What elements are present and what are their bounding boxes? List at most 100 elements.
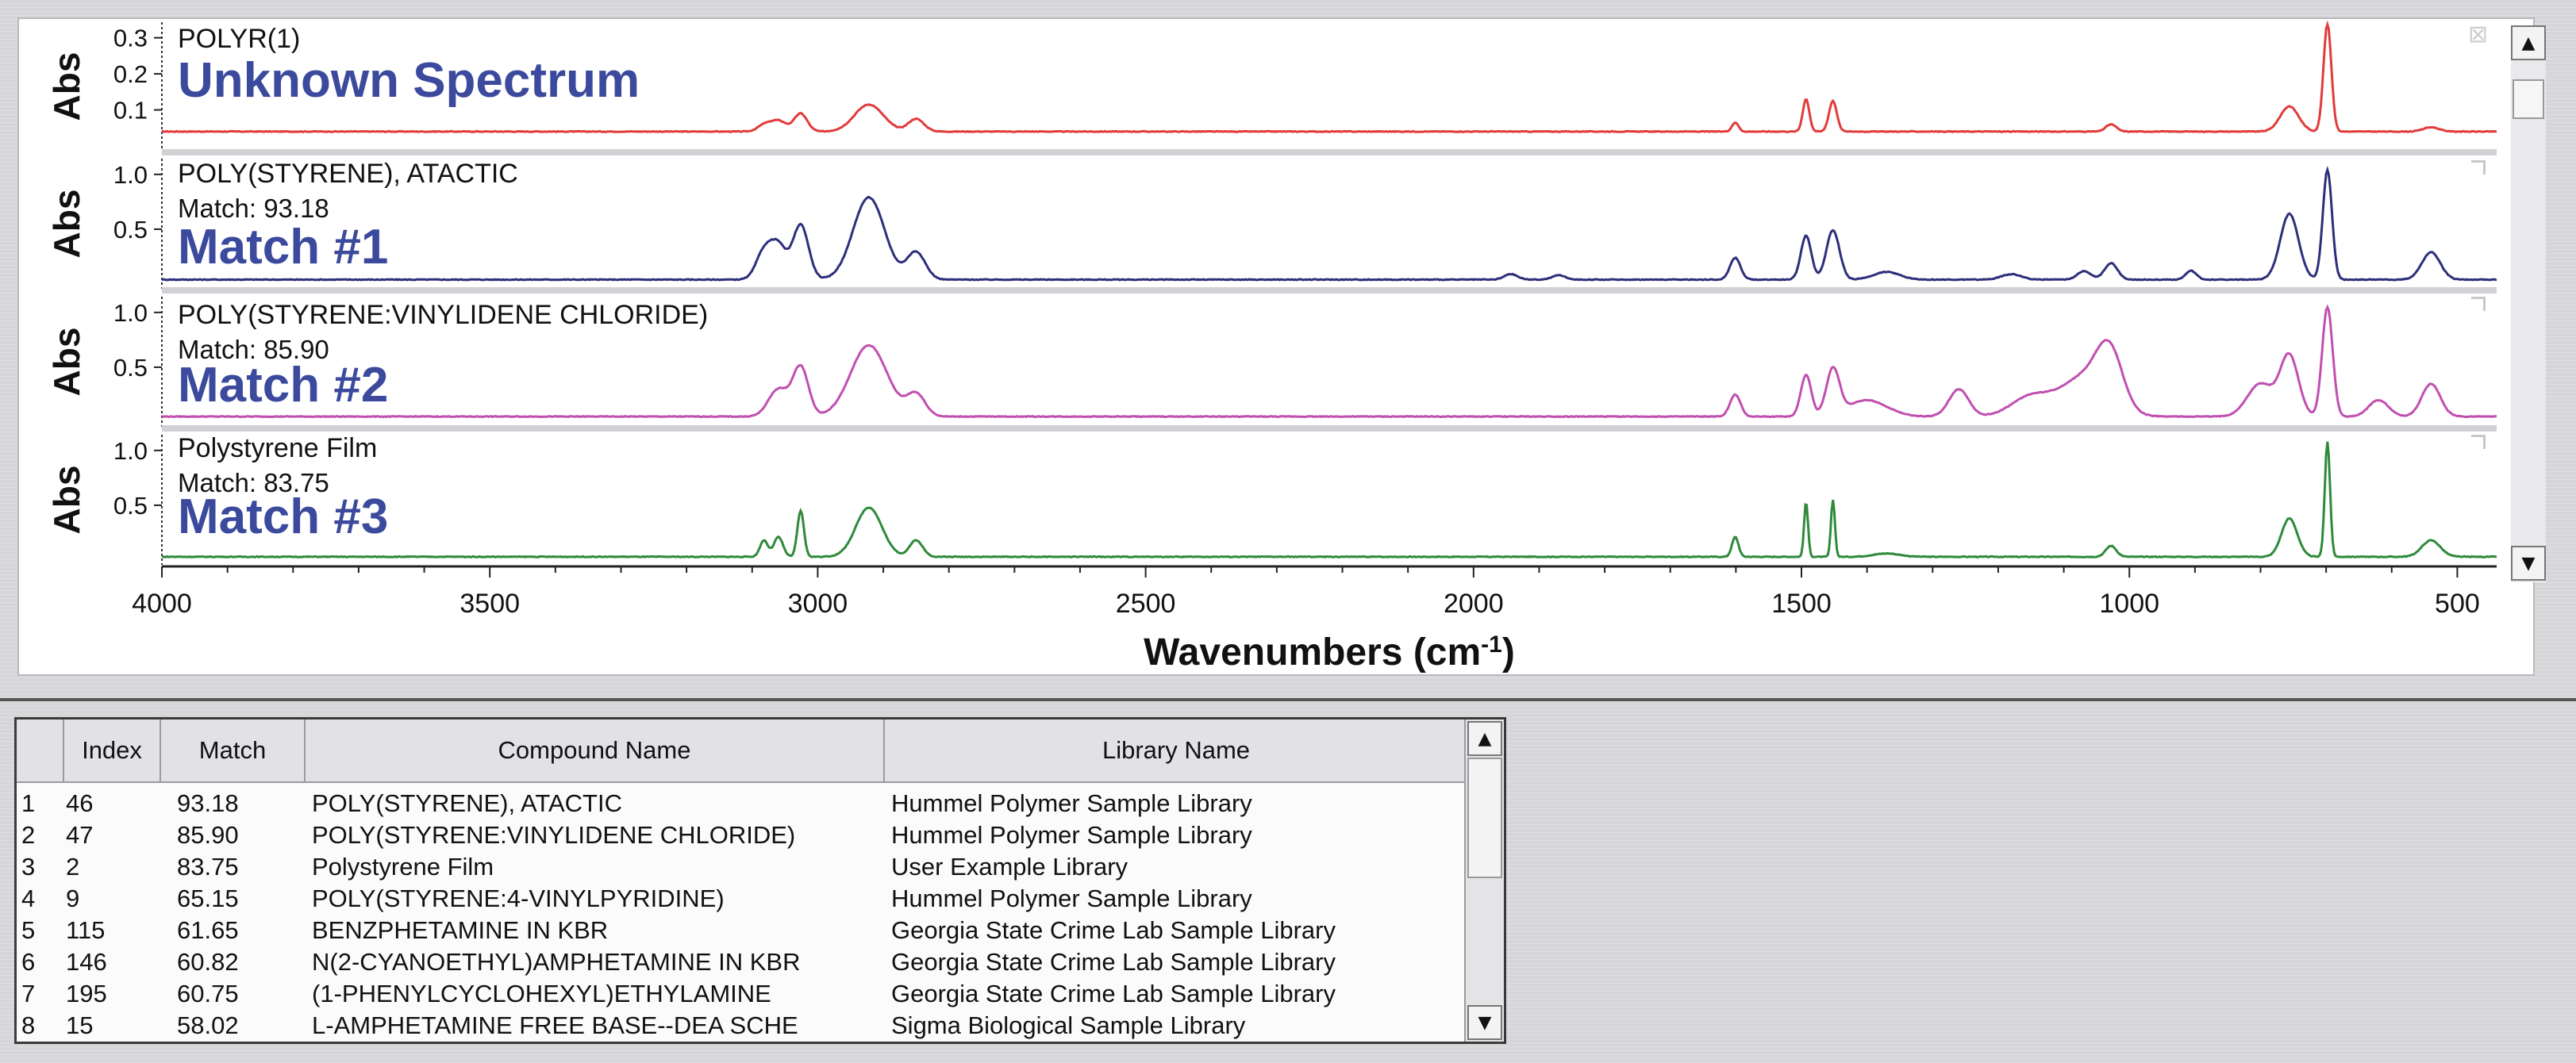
spectrum-title: Unknown Spectrum	[178, 53, 640, 108]
spectrum-line	[161, 304, 2497, 419]
table-scroll-up-button[interactable]: ▲	[1467, 721, 1502, 756]
cell-match: 93.18	[177, 789, 239, 817]
y-tick-label: 0.1	[113, 97, 148, 125]
arrow-down-icon: ▼	[1478, 1012, 1492, 1033]
spectrum-scrollbar-thumb[interactable]	[2513, 79, 2544, 119]
x-axis-label-tail: )	[1502, 631, 1515, 673]
match-score-label: Match: 83.75	[178, 468, 329, 497]
x-axis-label-main: Wavenumbers (cm	[1144, 631, 1481, 673]
spectrum-line	[161, 441, 2497, 559]
scroll-down-button[interactable]: ▼	[2511, 546, 2546, 581]
table-row[interactable]: 2 47 85.90 POLY(STYRENE:VINYLIDENE CHLORIDE…	[17, 819, 1469, 851]
cell-index: 115	[66, 916, 106, 944]
spectrum-scrollbar[interactable]	[2511, 43, 2546, 582]
spectrum-title: Match #1	[178, 220, 388, 274]
y-tick-label: 1.0	[113, 299, 148, 327]
spectrum-line	[161, 165, 2497, 282]
spectrum-title: Match #2	[178, 358, 388, 413]
cell-compound-name: L-AMPHETAMINE FREE BASE--DEA SCHE	[312, 1011, 798, 1039]
cell-index: 146	[66, 948, 107, 976]
table-row[interactable]: 7 195 60.75 (1-PHENYLCYCLOHEXYL)ETHYLAMINE G…	[17, 978, 1469, 1010]
y-tick-label: 1.0	[113, 161, 148, 189]
spectra-chart: 0.3 0.2 0.1 Abs POLYR(1)Unknown Spectrum 1.0 0…	[46, 20, 2497, 673]
cell-row-number: 8	[21, 1011, 36, 1039]
compound-name-label: Polystyrene Film	[178, 433, 377, 463]
header-row-number[interactable]	[17, 720, 64, 783]
cell-row-number: 5	[21, 916, 36, 944]
table-row[interactable]: 4 9 65.15 POLY(STYRENE:4-VINYLPYRIDINE) Humm…	[17, 883, 1469, 915]
cell-compound-name: BENZPHETAMINE IN KBR	[312, 916, 609, 944]
match-score-label: Match: 85.90	[178, 335, 329, 364]
table-row[interactable]: 1 46 93.18 POLY(STYRENE), ATACTIC Hummel Pol…	[17, 788, 1469, 819]
table-scroll-down-button[interactable]: ▼	[1467, 1005, 1502, 1040]
x-tick-label: 2000	[1444, 589, 1504, 619]
x-tick-label: 1000	[2099, 589, 2159, 619]
cell-row-number: 2	[21, 821, 36, 849]
table-row[interactable]: 3 2 83.75 Polystyrene Film User Example Libr…	[17, 851, 1469, 883]
search-results-table: Index Match Compound Name Library Name 1…	[14, 717, 1506, 1044]
cell-library-name: Hummel Polymer Sample Library	[891, 789, 1252, 817]
y-tick-label: 0.3	[113, 25, 148, 52]
match-score-label: Match: 93.18	[178, 194, 329, 223]
y-tick-label: 0.5	[113, 354, 148, 382]
table-row[interactable]: 6 146 60.82 N(2-CYANOETHYL)AMPHETAMINE IN K…	[17, 946, 1469, 978]
cell-compound-name: (1-PHENYLCYCLOHEXYL)ETHYLAMINE	[312, 980, 771, 1007]
compound-name-label: POLYR(1)	[178, 24, 300, 54]
cell-match: 65.15	[177, 885, 239, 912]
close-panel-icon[interactable]: ⊠	[2468, 21, 2489, 48]
header-compound-name[interactable]: Compound Name	[306, 720, 885, 783]
y-axis-label: Abs	[46, 190, 87, 259]
x-tick-label: 3000	[788, 589, 848, 619]
cell-match: 83.75	[177, 853, 239, 881]
spectrum-line	[161, 20, 2497, 133]
cell-index: 47	[66, 821, 94, 849]
cell-library-name: Sigma Biological Sample Library	[891, 1011, 1246, 1039]
x-axis-label: Wavenumbers (cm-1)	[1144, 631, 1515, 673]
cell-library-name: Hummel Polymer Sample Library	[891, 821, 1252, 849]
cell-index: 46	[66, 789, 94, 817]
y-axis-label: Abs	[46, 328, 87, 397]
cell-library-name: Georgia State Crime Lab Sample Library	[891, 916, 1336, 944]
spectrum-panel: 0.3 0.2 0.1 Abs POLYR(1) Unknown Spectrum 1.0 0…	[17, 17, 2546, 676]
cell-compound-name: Polystyrene Film	[312, 853, 494, 881]
pane-splitter[interactable]	[0, 698, 2576, 701]
header-match[interactable]: Match	[161, 720, 306, 783]
cell-library-name: User Example Library	[891, 853, 1128, 881]
panel-separator	[162, 287, 2497, 294]
cell-index: 9	[66, 885, 80, 912]
scroll-up-button[interactable]: ▲	[2511, 25, 2546, 60]
y-tick-label: 0.5	[113, 216, 148, 244]
x-tick-label: 1500	[1771, 589, 1832, 619]
cell-row-number: 7	[21, 980, 36, 1007]
arrow-up-icon: ▲	[2521, 33, 2536, 53]
cell-library-name: Georgia State Crime Lab Sample Library	[891, 980, 1336, 1007]
x-axis-label-superscript: -1	[1481, 631, 1502, 658]
panel-separator	[162, 425, 2497, 432]
panel-corner-marker-icon	[2471, 435, 2486, 449]
y-tick-label: 0.5	[113, 492, 148, 520]
table-row[interactable]: 5 115 61.65 BENZPHETAMINE IN KBR Georgia Sta…	[17, 915, 1469, 946]
y-tick-label: 1.0	[113, 437, 148, 465]
panel-separator	[162, 149, 2497, 155]
cell-row-number: 1	[21, 789, 36, 817]
x-tick-label: 500	[2435, 589, 2480, 619]
cell-compound-name: N(2-CYANOETHYL)AMPHETAMINE IN KBR	[312, 948, 801, 976]
panel-corner-marker-icon	[2471, 297, 2486, 311]
cell-row-number: 6	[21, 948, 36, 976]
header-library-name[interactable]: Library Name	[885, 720, 1469, 783]
compound-name-label: POLY(STYRENE), ATACTIC	[178, 159, 518, 189]
cell-library-name: Georgia State Crime Lab Sample Library	[891, 948, 1336, 976]
cell-index: 2	[66, 853, 80, 881]
y-axis-label: Abs	[46, 466, 87, 535]
cell-match: 61.65	[177, 916, 239, 944]
cell-compound-name: POLY(STYRENE:4-VINYLPYRIDINE)	[312, 885, 725, 912]
header-index[interactable]: Index	[64, 720, 161, 783]
cell-match: 60.82	[177, 948, 239, 976]
x-tick-label: 4000	[132, 589, 192, 619]
table-scrollbar-thumb[interactable]	[1467, 758, 1502, 878]
table-row[interactable]: 8 15 58.02 L-AMPHETAMINE FREE BASE--DEA SCH…	[17, 1010, 1469, 1042]
cell-match: 60.75	[177, 980, 239, 1007]
x-tick-label: 2500	[1116, 589, 1176, 619]
cell-index: 195	[66, 980, 107, 1007]
panel-corner-marker-icon	[2471, 160, 2486, 175]
